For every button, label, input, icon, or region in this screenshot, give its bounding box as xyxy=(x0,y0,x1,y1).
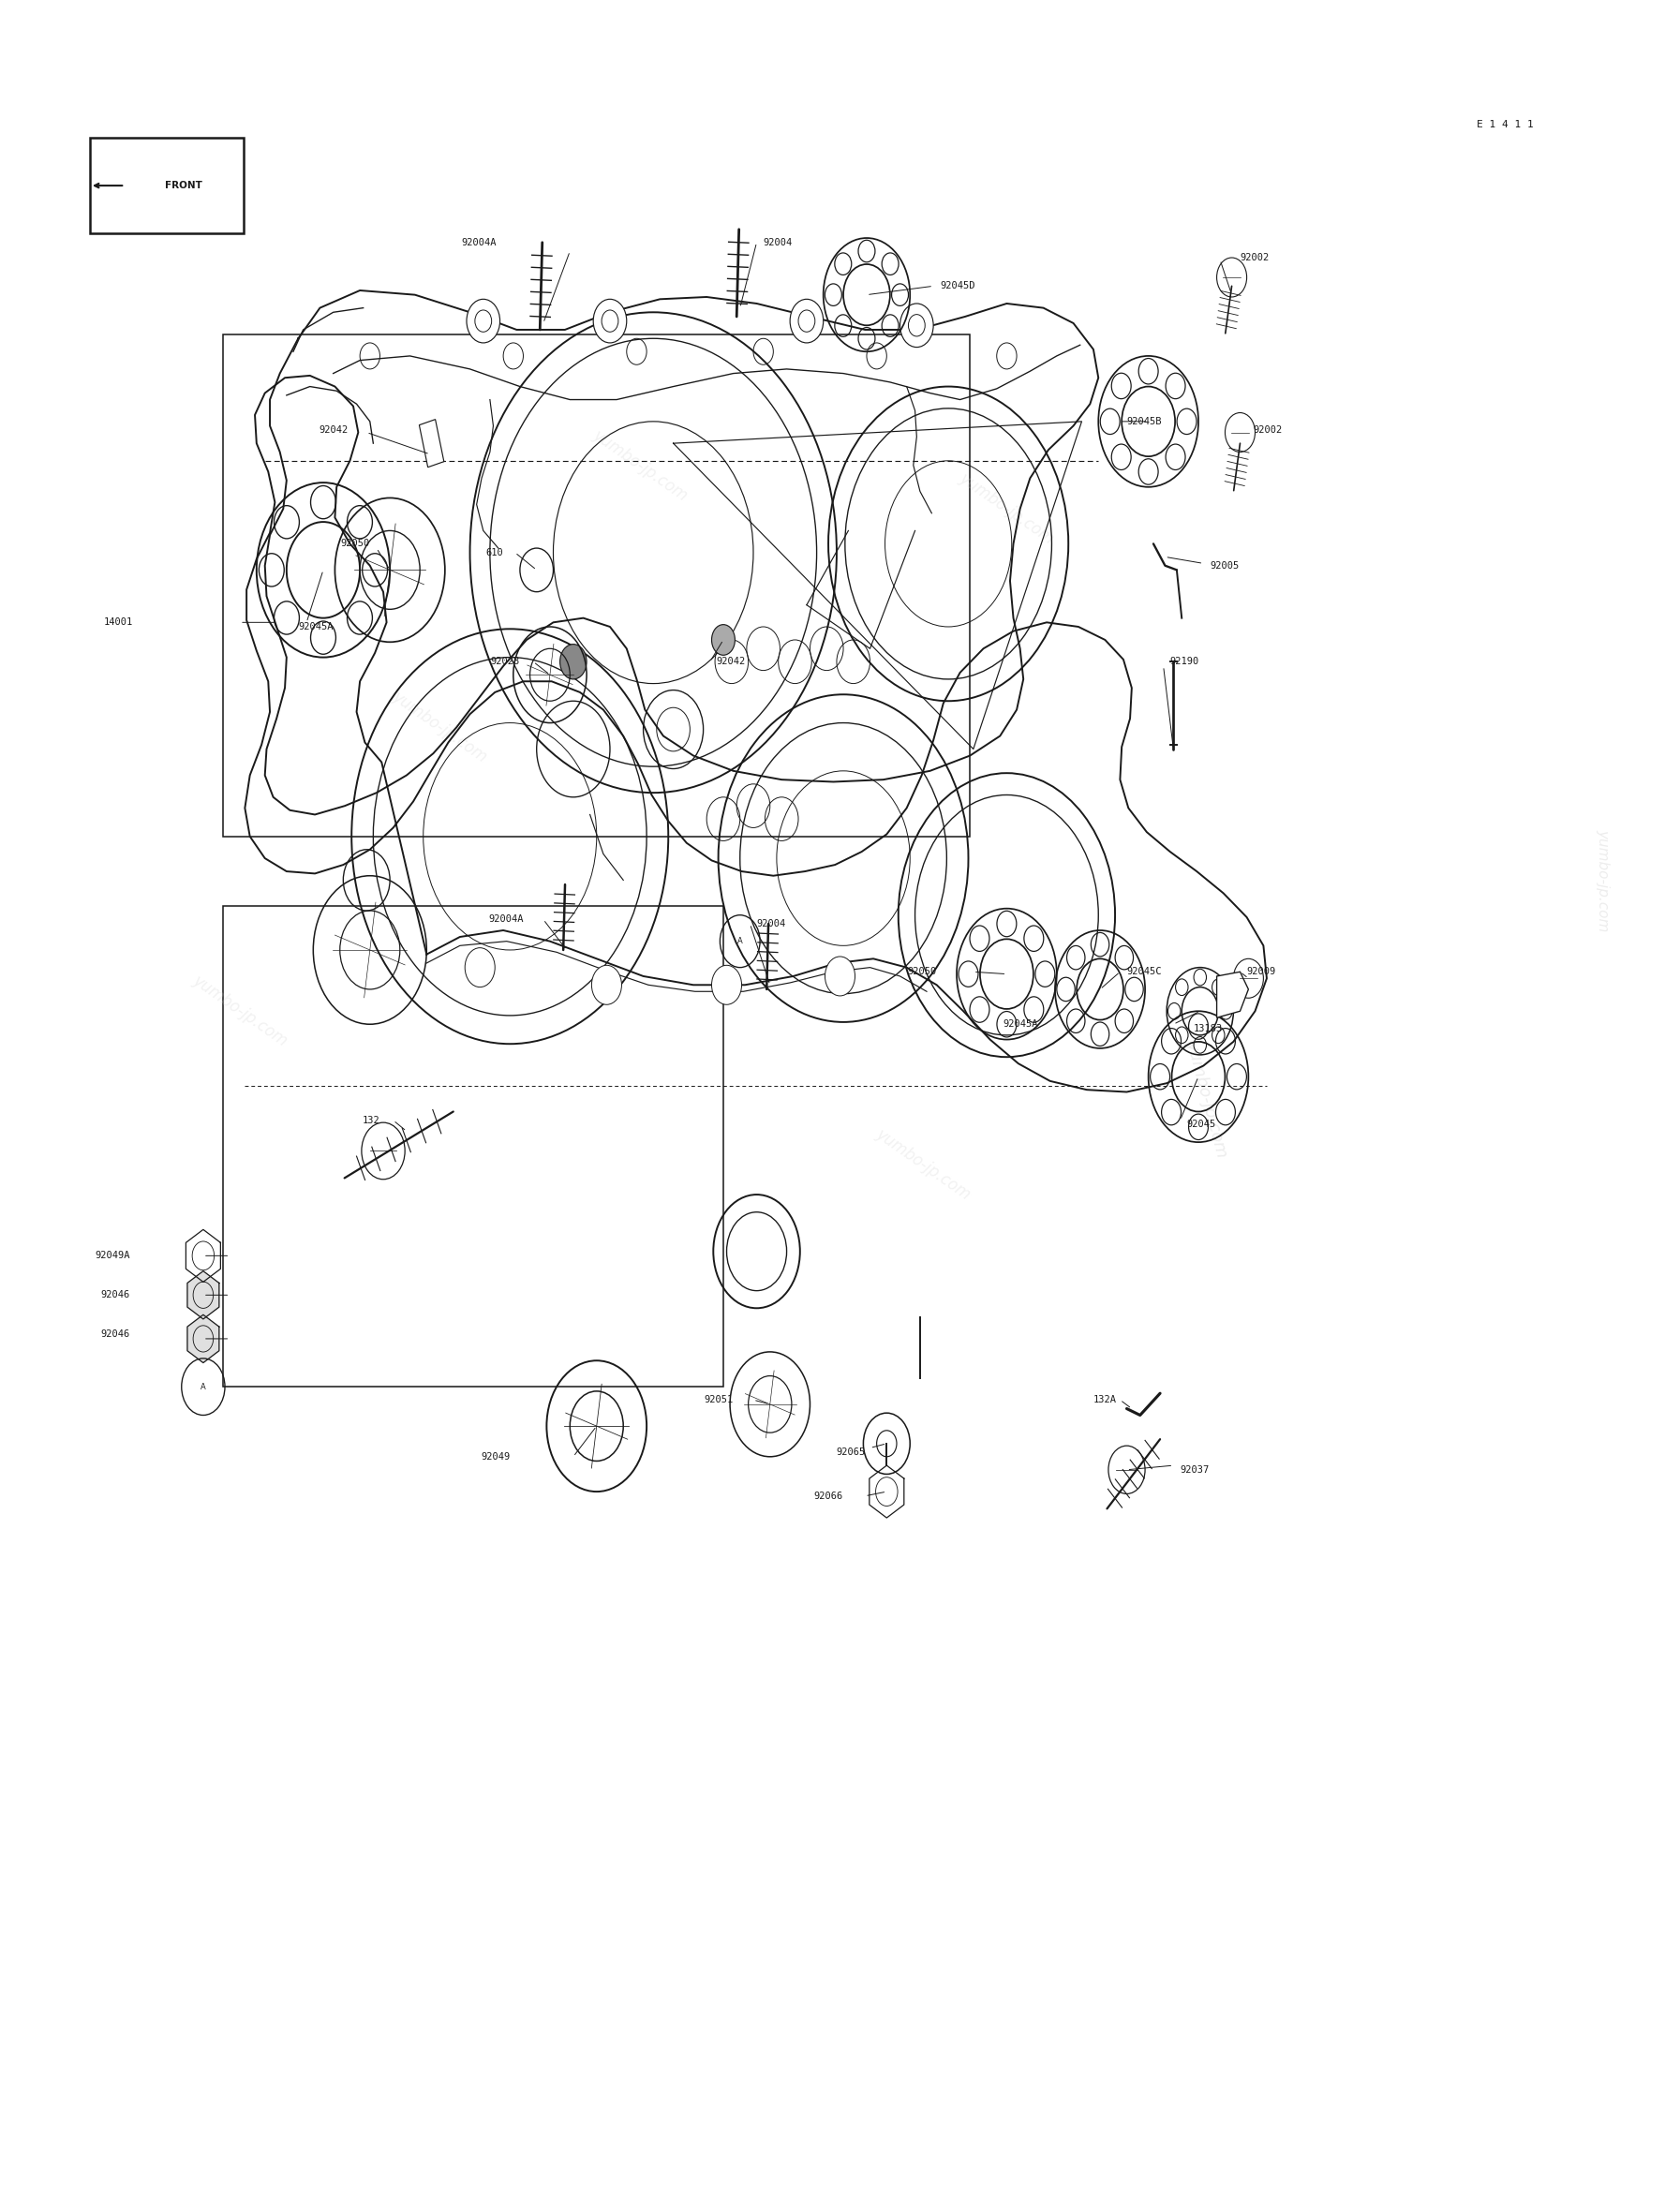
Text: 92051: 92051 xyxy=(704,1395,732,1404)
Circle shape xyxy=(519,547,553,591)
Circle shape xyxy=(712,964,741,1004)
Text: 13183: 13183 xyxy=(1193,1024,1223,1033)
Circle shape xyxy=(1233,958,1263,997)
Text: yumbo-jp.com: yumbo-jp.com xyxy=(956,470,1057,547)
Text: 92004: 92004 xyxy=(756,918,786,929)
Text: 92042: 92042 xyxy=(319,426,348,435)
Text: A: A xyxy=(200,1382,207,1391)
Text: 92042: 92042 xyxy=(717,657,746,666)
Text: 92066: 92066 xyxy=(815,1492,843,1501)
Text: 92009: 92009 xyxy=(1247,967,1277,975)
Circle shape xyxy=(593,299,627,343)
Text: E 1 4 1 1: E 1 4 1 1 xyxy=(1477,121,1534,130)
Text: 92045: 92045 xyxy=(1186,1120,1216,1129)
Circle shape xyxy=(900,303,934,347)
Text: 92004A: 92004A xyxy=(462,237,497,246)
Bar xyxy=(89,138,244,233)
Circle shape xyxy=(1216,257,1247,297)
Circle shape xyxy=(559,644,586,679)
Text: 92046: 92046 xyxy=(101,1329,129,1338)
Text: 92049A: 92049A xyxy=(94,1250,129,1261)
Text: 92028: 92028 xyxy=(491,657,519,666)
Text: 92004: 92004 xyxy=(763,237,793,246)
Text: 92045A: 92045A xyxy=(297,622,333,631)
Text: 92002: 92002 xyxy=(1240,253,1270,261)
Text: 92045C: 92045C xyxy=(1127,967,1163,975)
Circle shape xyxy=(465,947,496,986)
Text: 92037: 92037 xyxy=(1179,1465,1210,1474)
Circle shape xyxy=(361,1123,405,1180)
Circle shape xyxy=(1225,413,1255,453)
Text: 92002: 92002 xyxy=(1253,426,1284,435)
Polygon shape xyxy=(1216,971,1248,1017)
Bar xyxy=(223,334,969,837)
Polygon shape xyxy=(188,1314,218,1362)
Text: 92049: 92049 xyxy=(480,1452,511,1461)
Text: 92045D: 92045D xyxy=(941,281,974,290)
Text: 132: 132 xyxy=(363,1116,380,1125)
Text: yumbo-jp.com: yumbo-jp.com xyxy=(190,973,291,1050)
Text: yumbo-jp.com: yumbo-jp.com xyxy=(874,1125,974,1204)
Text: 92005: 92005 xyxy=(1210,560,1240,571)
Text: 132A: 132A xyxy=(1094,1395,1117,1404)
Text: 92004A: 92004A xyxy=(489,914,522,925)
Text: 92050: 92050 xyxy=(907,967,937,975)
Text: yumbo-jp.com: yumbo-jp.com xyxy=(1183,1037,1230,1160)
Text: 92045B: 92045B xyxy=(1127,417,1163,426)
Polygon shape xyxy=(188,1272,218,1318)
Text: 610: 610 xyxy=(486,547,504,558)
Text: FRONT: FRONT xyxy=(165,180,202,191)
Circle shape xyxy=(467,299,501,343)
Bar xyxy=(420,420,444,468)
Circle shape xyxy=(825,956,855,995)
Bar xyxy=(223,907,724,1386)
Text: 92046: 92046 xyxy=(101,1290,129,1301)
Circle shape xyxy=(1109,1446,1146,1494)
Circle shape xyxy=(591,964,622,1004)
Text: yumbo-jp.com: yumbo-jp.com xyxy=(390,688,491,767)
Text: 92045A: 92045A xyxy=(1003,1019,1038,1028)
Text: yumbo-jp.com: yumbo-jp.com xyxy=(590,426,690,503)
Text: 14001: 14001 xyxy=(104,617,133,626)
Text: A: A xyxy=(738,938,743,945)
Text: 92050: 92050 xyxy=(341,538,370,549)
Text: 92065: 92065 xyxy=(835,1448,865,1457)
Circle shape xyxy=(712,624,734,655)
Circle shape xyxy=(790,299,823,343)
Text: yumbo-jp.com: yumbo-jp.com xyxy=(1596,828,1611,932)
Text: 92190: 92190 xyxy=(1169,657,1200,666)
